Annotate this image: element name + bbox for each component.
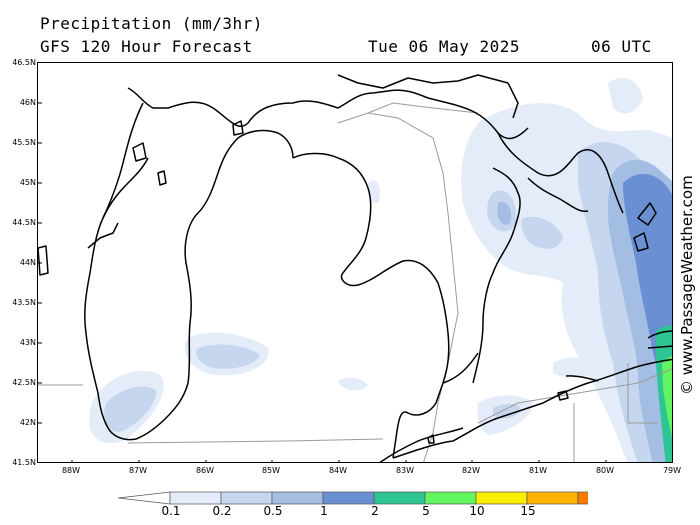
map-title: Precipitation (mm/3hr) [40,14,263,33]
legend-swatch [577,491,630,505]
legend-swatch [373,491,426,505]
valid-date: Tue 06 May 2025 [368,37,520,56]
lon-tick-label: 81W [528,466,548,475]
credit-text: © www.PassageWeather.com [678,175,696,395]
legend-swatch [220,491,273,505]
map-canvas [38,74,672,462]
legend-bar [117,491,682,505]
legend-label: 10 [469,504,485,518]
legend-swatch [475,491,528,505]
credit-watermark: © www.PassageWeather.com [668,60,700,465]
political-boundaries [38,102,672,462]
lon-tick-label: 85W [261,466,281,475]
legend-swatch [526,491,579,505]
lat-tick-label: 41.5N [12,458,36,467]
legend-label: 15 [520,504,536,518]
lon-tick-label: 86W [195,466,215,475]
lon-tick-label: 84W [328,466,348,475]
lon-tick-label: 82W [461,466,481,475]
lon-tick-label: 83W [395,466,415,475]
lat-tick-label: 46.5N [12,58,36,67]
legend-label: 0.5 [263,504,283,518]
lat-tick-label: 42N [19,418,36,427]
legend-swatch [271,491,324,505]
lat-tick-label: 45.5N [12,138,36,147]
lon-tick-label: 87W [128,466,148,475]
lat-tick-label: 44N [19,258,36,267]
lon-tick-label: 79W [662,466,682,475]
lat-tick-label: 43.5N [12,298,36,307]
axis-ticks [38,102,607,462]
lat-tick-label: 46N [19,98,36,107]
legend-swatch [169,491,222,505]
lat-tick-label: 45N [19,178,36,187]
coastlines [38,74,672,462]
lon-tick-label: 88W [61,466,81,475]
legend-label: 2 [371,504,379,518]
legend-label: 5 [422,504,430,518]
legend-swatch [322,491,375,505]
legend-swatch [424,491,477,505]
lat-tick-label: 42.5N [12,378,36,387]
forecast-subtitle: GFS 120 Hour Forecast [40,37,253,56]
lat-tick-label: 44.5N [12,218,36,227]
lat-tick-label: 43N [19,338,36,347]
precipitation-map [37,62,673,463]
valid-time: 06 UTC [591,37,652,56]
lon-tick-label: 80W [595,466,615,475]
legend-label: 1 [320,504,328,518]
legend-swatch [117,491,171,505]
legend-label: 0.1 [161,504,181,518]
legend-label: 0.2 [212,504,232,518]
